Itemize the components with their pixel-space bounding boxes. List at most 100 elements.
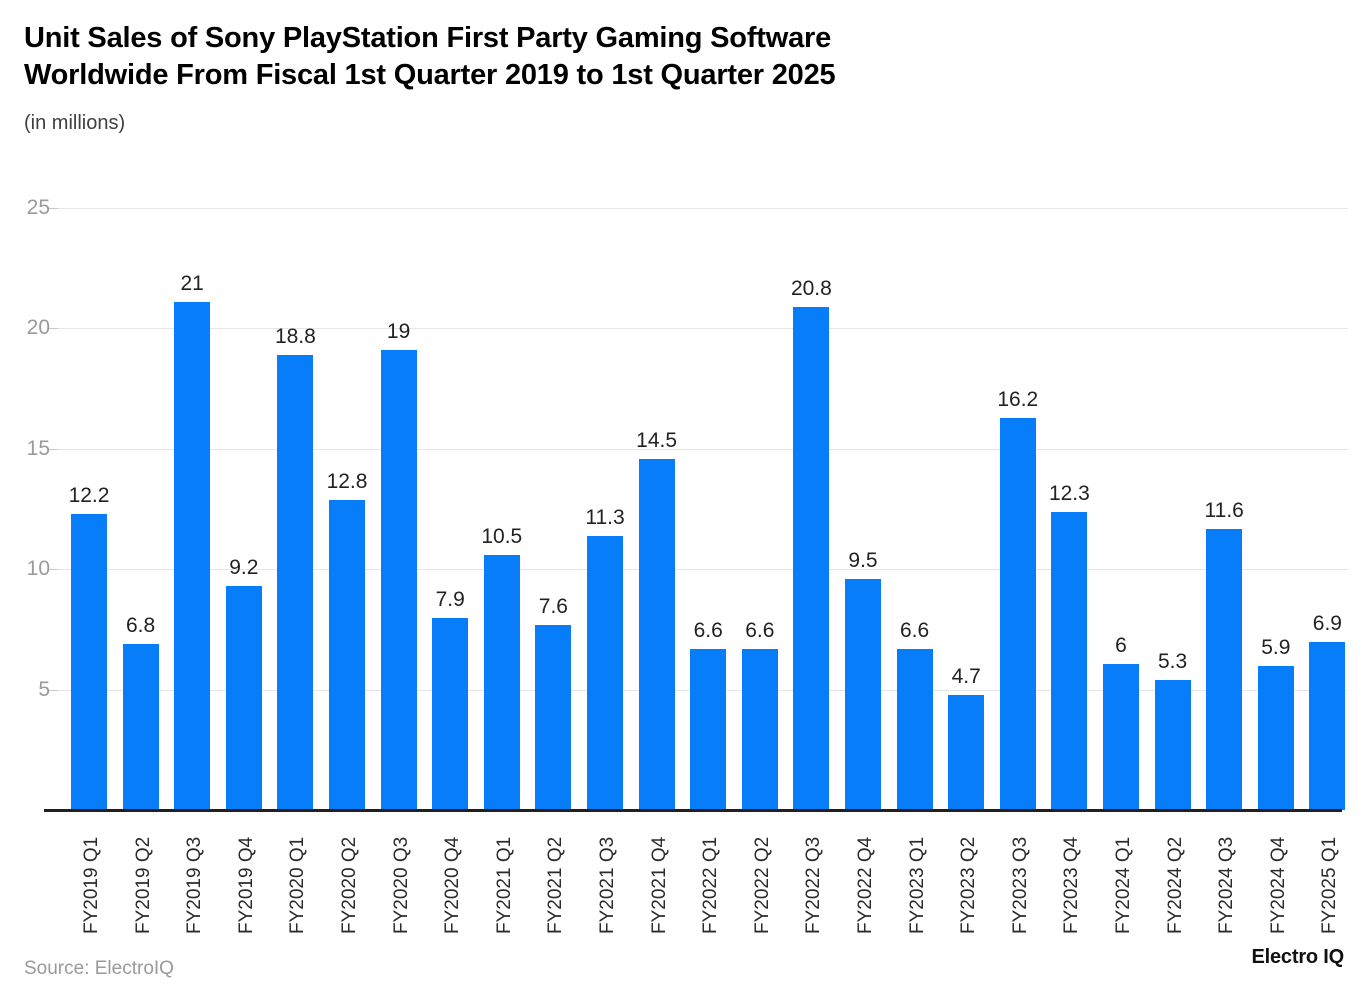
bar[interactable] xyxy=(1154,680,1191,810)
bar-group[interactable]: 18.8 xyxy=(270,208,320,810)
x-axis-label: FY2019 Q3 xyxy=(184,836,206,934)
bar-group[interactable]: 11.3 xyxy=(580,208,630,810)
x-label-slot: FY2024 Q1 xyxy=(1096,816,1146,936)
x-axis-label: FY2020 Q4 xyxy=(442,836,464,934)
bar[interactable] xyxy=(1103,663,1139,810)
bar[interactable] xyxy=(225,586,262,810)
bar-group[interactable]: 20.8 xyxy=(786,208,836,810)
bar-group[interactable]: 12.3 xyxy=(1044,208,1094,810)
bar-group[interactable]: 14.5 xyxy=(632,208,682,810)
bar-group[interactable]: 4.7 xyxy=(941,208,991,810)
bar-group[interactable]: 19 xyxy=(374,208,424,810)
gridline xyxy=(58,208,1348,209)
bar-value-label: 16.2 xyxy=(997,387,1039,411)
bar[interactable] xyxy=(896,649,933,810)
bar-group[interactable]: 5.3 xyxy=(1148,208,1198,810)
x-label-slot: FY2023 Q3 xyxy=(993,816,1043,936)
x-axis-label: FY2022 Q2 xyxy=(751,836,773,934)
bar[interactable] xyxy=(1257,665,1294,810)
bar-value-label: 12.8 xyxy=(326,469,368,493)
bar[interactable] xyxy=(1051,511,1088,810)
x-axis-label: FY2022 Q4 xyxy=(855,836,876,934)
y-tick-label: 5 xyxy=(38,677,50,701)
bar[interactable] xyxy=(277,355,314,810)
bar-value-label: 9.5 xyxy=(848,549,878,573)
bar[interactable] xyxy=(174,302,211,810)
bar-group[interactable]: 9.2 xyxy=(219,208,269,810)
bar[interactable] xyxy=(483,555,520,810)
x-axis-label: FY2024 Q2 xyxy=(1164,836,1186,934)
bar[interactable] xyxy=(329,499,365,810)
x-axis-line xyxy=(44,809,1342,812)
bar-group[interactable]: 6.6 xyxy=(683,208,733,810)
bar[interactable] xyxy=(690,649,727,810)
bar-group[interactable]: 21 xyxy=(167,208,217,810)
gridline xyxy=(58,569,1348,571)
x-axis-label: FY2022 Q3 xyxy=(803,836,825,934)
bar-value-label: 5.3 xyxy=(1157,650,1188,674)
x-label-slot: FY2022 Q4 xyxy=(838,816,888,936)
x-axis-label: FY2019 Q2 xyxy=(132,836,154,934)
x-axis-label: FY2020 Q1 xyxy=(287,836,309,934)
x-label-slot: FY2025 Q1 xyxy=(1302,816,1352,936)
x-label-slot: FY2021 Q2 xyxy=(528,816,578,936)
bar-value-label: 6.6 xyxy=(745,619,775,643)
bar-group[interactable]: 6.9 xyxy=(1302,208,1352,810)
bar-group[interactable]: 12.2 xyxy=(64,208,114,810)
bar[interactable] xyxy=(432,617,469,810)
bar[interactable] xyxy=(535,625,572,810)
bar-group[interactable]: 6.6 xyxy=(735,208,785,810)
bar[interactable] xyxy=(71,514,107,810)
bar-group[interactable]: 16.2 xyxy=(993,208,1043,810)
bar[interactable] xyxy=(1309,641,1346,810)
x-label-slot: FY2024 Q4 xyxy=(1251,816,1301,936)
x-label-slot: FY2024 Q2 xyxy=(1148,816,1198,936)
bar-value-label: 4.7 xyxy=(951,664,981,688)
bar-series: 12.2 6.8 21 9.2 18.8 12.8 19 7.9 10.5 7.6 11.3 14.5… xyxy=(58,208,1348,810)
x-axis-label: FY2019 Q4 xyxy=(235,836,257,934)
bar[interactable] xyxy=(1206,528,1243,810)
bar-group[interactable]: 6.6 xyxy=(890,208,940,810)
x-label-slot: FY2022 Q2 xyxy=(735,816,785,936)
bar[interactable] xyxy=(845,579,881,810)
bar-group[interactable]: 11.6 xyxy=(1199,208,1249,810)
bar[interactable] xyxy=(122,644,159,810)
bar-group[interactable]: 10.5 xyxy=(477,208,527,810)
x-axis-label: FY2021 Q3 xyxy=(597,836,618,934)
bar-group[interactable]: 12.8 xyxy=(322,208,372,810)
bar[interactable] xyxy=(638,458,675,810)
bar[interactable] xyxy=(948,694,985,810)
bar-group[interactable]: 6.8 xyxy=(116,208,166,810)
y-tick-mark xyxy=(49,569,58,571)
x-label-slot: FY2020 Q1 xyxy=(270,816,320,936)
bar[interactable] xyxy=(380,350,417,810)
bar-value-label: 12.2 xyxy=(68,484,110,508)
bar-group[interactable]: 9.5 xyxy=(838,208,888,810)
x-axis-label: FY2021 Q1 xyxy=(493,836,515,934)
y-tick-mark xyxy=(49,208,58,209)
bar-group[interactable]: 7.9 xyxy=(425,208,475,810)
bar[interactable] xyxy=(587,535,623,810)
x-label-slot: FY2022 Q3 xyxy=(786,816,836,936)
x-axis-label: FY2021 Q2 xyxy=(545,836,567,934)
bar-value-label: 14.5 xyxy=(636,428,678,452)
bar[interactable] xyxy=(741,649,778,810)
x-axis-label: FY2022 Q1 xyxy=(700,836,722,934)
bar[interactable] xyxy=(793,307,830,810)
bar[interactable] xyxy=(999,417,1036,810)
gridline xyxy=(58,448,1348,450)
x-axis-label: FY2023 Q4 xyxy=(1061,836,1083,934)
y-tick-label: 20 xyxy=(26,316,50,340)
x-label-slot: FY2020 Q4 xyxy=(425,816,475,936)
bar-group[interactable]: 6 xyxy=(1096,208,1146,810)
x-axis-label: FY2020 Q2 xyxy=(339,836,360,934)
bar-group[interactable]: 7.6 xyxy=(528,208,578,810)
bar-group[interactable]: 5.9 xyxy=(1251,208,1301,810)
x-axis-label: FY2024 Q4 xyxy=(1267,836,1289,934)
gridline xyxy=(58,328,1348,330)
brand-logo: Electro IQ xyxy=(1251,946,1345,968)
bar-value-label: 19 xyxy=(386,320,411,344)
bar-value-label: 11.3 xyxy=(585,505,625,529)
bar-value-label: 7.6 xyxy=(538,595,568,618)
chart-header: Unit Sales of Sony PlayStation First Par… xyxy=(24,20,1324,135)
